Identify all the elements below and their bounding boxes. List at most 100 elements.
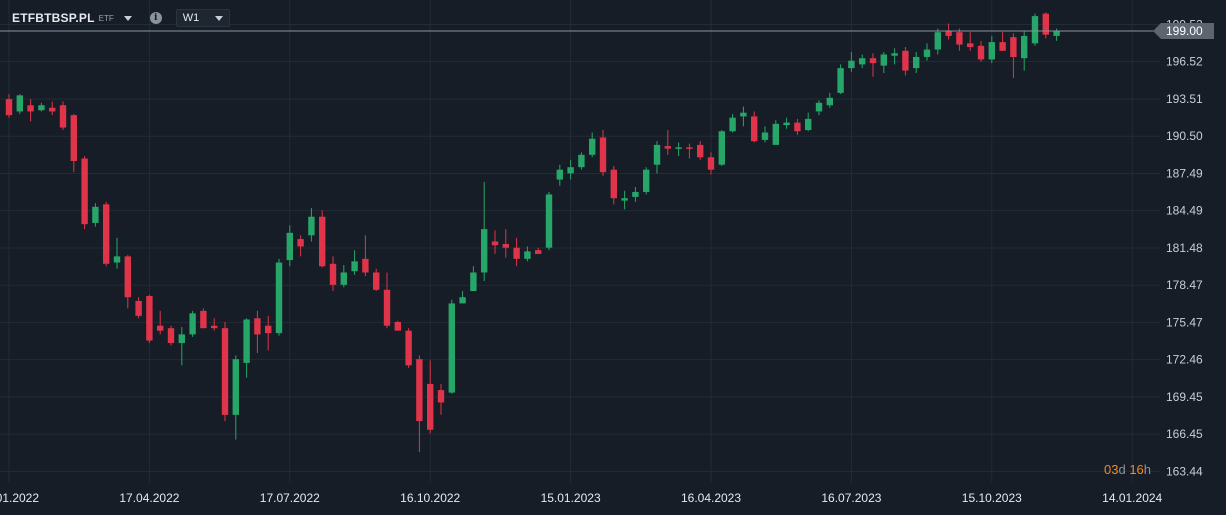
timeframe-label: W1 [182, 12, 200, 24]
candle-down [967, 43, 974, 48]
candle-up [913, 56, 920, 69]
y-tick-label: 175.47 [1166, 315, 1203, 329]
candle-down [103, 204, 110, 264]
candle-up [815, 102, 823, 112]
y-tick-label: 184.49 [1166, 204, 1203, 218]
candle-down [999, 42, 1006, 51]
candle-down [1010, 37, 1017, 57]
candle-up [16, 95, 23, 112]
info-icon[interactable]: i [149, 12, 162, 24]
x-tick-label: 17.04.2022 [119, 491, 179, 505]
candle-up [880, 54, 887, 66]
candle-up [92, 206, 99, 223]
candle-up [621, 198, 628, 201]
candle-down [254, 318, 261, 335]
candle-up [783, 122, 790, 126]
y-axis: 199.52196.52193.51190.50187.49184.49181.… [1166, 18, 1203, 479]
candle-up [189, 313, 196, 335]
x-tick-label: 14.01.2024 [1102, 491, 1162, 505]
candle-down [362, 258, 369, 273]
current-price-tag-bg [1153, 22, 1214, 39]
candle-down [70, 115, 77, 161]
candle-up [340, 272, 347, 285]
candle-up [481, 229, 488, 273]
candle-up [1031, 16, 1039, 44]
candle-down [416, 359, 423, 422]
candle-up [589, 138, 596, 155]
candle-down [146, 295, 153, 341]
candle-up [545, 194, 553, 248]
candle-up [837, 68, 844, 93]
candle-up [923, 49, 931, 57]
candle-up [232, 359, 239, 415]
candle-down [124, 256, 131, 298]
candle-up [729, 117, 736, 132]
candle-down [697, 144, 704, 158]
y-tick-label: 193.51 [1166, 92, 1203, 106]
candle-up [643, 169, 650, 192]
timer-days-unit: d [1118, 462, 1126, 477]
y-tick-label: 163.44 [1166, 464, 1203, 478]
current-price-tag: 199.00 [1153, 22, 1214, 39]
candle-down [491, 241, 499, 246]
timer-hours-unit: h [1143, 462, 1152, 477]
x-tick-label: 15.10.2023 [962, 491, 1022, 505]
y-tick-label: 172.46 [1166, 353, 1203, 367]
candle-up [578, 154, 585, 168]
y-tick-label: 166.45 [1166, 427, 1203, 441]
y-tick-label: 187.49 [1166, 167, 1203, 181]
y-tick-label: 196.52 [1166, 55, 1203, 69]
candle-up [567, 167, 574, 174]
symbol-dropdown-caret-icon[interactable] [123, 15, 132, 21]
candle-up [988, 42, 995, 60]
candle-down [751, 116, 758, 142]
candle-up [848, 60, 855, 69]
candle-up [351, 261, 358, 272]
candle-down [49, 107, 56, 112]
candle-up [934, 32, 941, 50]
candle-down [1042, 13, 1049, 35]
y-tick-label: 178.47 [1166, 278, 1203, 292]
candle-down [599, 137, 607, 173]
candle-down [707, 157, 715, 170]
candle-down [383, 289, 391, 326]
candle-down [394, 322, 401, 331]
candle-down [167, 328, 175, 344]
timeframe-selector[interactable]: W1 [175, 9, 231, 27]
candle-down [5, 99, 13, 116]
current-price-label: 199.00 [1166, 24, 1203, 38]
instrument-type-badge: ETF [98, 13, 114, 23]
x-tick-label: 17.07.2022 [260, 491, 320, 505]
candle-down [945, 30, 952, 36]
candle-up [38, 105, 45, 111]
candle-up [859, 58, 866, 65]
candle-down [405, 330, 412, 366]
candle-down [869, 58, 877, 64]
candle-up [740, 112, 747, 117]
candle-down [221, 328, 229, 415]
candle-up [826, 97, 833, 106]
candle-down [373, 272, 380, 290]
candle-down [319, 216, 326, 267]
candle-up [448, 303, 455, 393]
candle-down [157, 325, 164, 331]
x-tick-label: 15.01.2023 [541, 491, 601, 505]
candle-up [275, 262, 283, 334]
candle-up [308, 216, 315, 236]
candle-down [59, 105, 67, 128]
candle-down [297, 239, 304, 247]
symbol-name[interactable]: ETFBTBSP.PL [12, 11, 95, 25]
candle-up [459, 297, 466, 304]
x-tick-label: 16.01.2022 [0, 491, 39, 505]
candle-up [470, 272, 477, 292]
x-tick-label: 16.04.2023 [681, 491, 741, 505]
candle-up [1053, 30, 1060, 36]
chart-grid [0, 0, 1160, 483]
candle-down [664, 146, 671, 149]
candle-up [718, 131, 725, 165]
candle-up [761, 132, 769, 140]
candle-up [286, 232, 293, 261]
candle-up [653, 144, 661, 165]
candle-down [81, 158, 88, 225]
